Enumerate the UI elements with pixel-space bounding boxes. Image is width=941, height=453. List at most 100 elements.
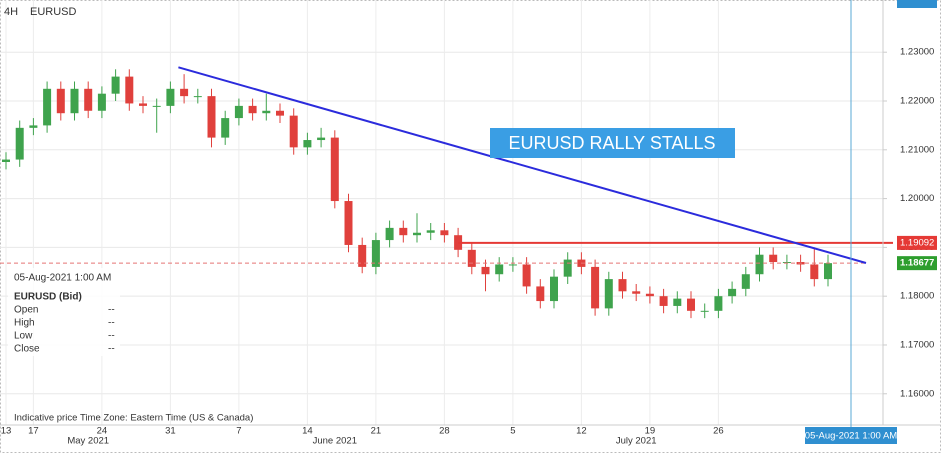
- info-instrument: EURUSD (Bid): [14, 292, 82, 303]
- candle-body: [344, 201, 353, 245]
- candle-body: [84, 88, 93, 111]
- candle-body: [550, 276, 558, 302]
- candle-body: [467, 249, 476, 267]
- month-label: July 2021: [616, 436, 657, 447]
- month-label: May 2021: [67, 436, 109, 447]
- last-price-label: 1.18677: [900, 258, 934, 269]
- candle-body: [481, 266, 490, 275]
- candle-body: [358, 244, 367, 267]
- candle-body: [152, 105, 161, 107]
- info-panel: [8, 268, 120, 356]
- last-price-box: [897, 256, 937, 271]
- candle-body: [248, 105, 257, 114]
- candle-body: [536, 286, 545, 302]
- timeframe: 4H: [4, 6, 18, 18]
- x-tick-label: 5: [510, 426, 515, 437]
- trendline: [178, 66, 867, 264]
- candle-body: [262, 110, 271, 114]
- candle-body: [673, 298, 682, 306]
- y-tick-label: 1.21000: [900, 144, 934, 155]
- info-value: --: [108, 318, 115, 329]
- x-tick-label: 24: [97, 426, 108, 437]
- x-tick-label: 28: [439, 426, 450, 437]
- candle-body: [111, 76, 120, 94]
- candle-body: [413, 232, 421, 236]
- y-tick-label: 1.22000: [900, 96, 934, 107]
- candle-body: [618, 279, 627, 292]
- footer-text: Time Zone: Eastern Time (US & Canada): [80, 413, 253, 424]
- candle-body: [207, 96, 216, 138]
- resistance-box: [897, 235, 937, 250]
- candle-body: [221, 118, 230, 138]
- candle-body: [289, 115, 298, 148]
- annotation-box: [490, 128, 735, 158]
- candle-body: [440, 230, 449, 236]
- candle-body: [810, 264, 819, 280]
- candle-body: [563, 259, 572, 277]
- candle-body: [755, 254, 764, 275]
- y-tick-label: 1.17000: [900, 339, 934, 350]
- candle-body: [659, 296, 668, 306]
- candle-body: [782, 262, 791, 264]
- info-field: Close: [14, 344, 40, 355]
- candle-body: [139, 103, 147, 106]
- x-tick-label: 14: [302, 426, 313, 437]
- candle-body: [728, 288, 737, 297]
- y-tick-label: 1.18000: [900, 291, 934, 302]
- x-tick-label: 31: [165, 426, 176, 437]
- candle-body: [426, 230, 435, 233]
- x-tick-label: 17: [28, 426, 39, 437]
- candle-body: [234, 105, 243, 119]
- candle-body: [385, 227, 394, 241]
- candle-body: [56, 88, 65, 114]
- info-field: Open: [14, 305, 38, 316]
- month-label: June 2021: [313, 436, 357, 447]
- candle-body: [591, 266, 600, 309]
- candle-body: [741, 274, 750, 289]
- candle-body: [29, 125, 38, 128]
- candle-body: [700, 310, 709, 312]
- y-tick-label: 1.23000: [900, 47, 934, 58]
- info-value: --: [108, 305, 115, 316]
- candle-body: [180, 88, 189, 97]
- candle-body: [97, 93, 106, 111]
- candle-body: [193, 96, 202, 98]
- info-value: --: [108, 331, 115, 342]
- crosshair-price-box: [897, 0, 937, 8]
- candle-body: [125, 76, 134, 104]
- candle-body: [632, 291, 641, 294]
- info-field: Low: [14, 331, 33, 342]
- crosshair-date-box: [805, 427, 897, 444]
- candle-body: [824, 263, 832, 280]
- candle-body: [70, 88, 79, 114]
- crosshair-label: 05-Aug-2021 1:00 AM: [805, 431, 898, 442]
- info-value: --: [108, 344, 115, 355]
- x-tick-label: 21: [371, 426, 382, 437]
- candle-body: [687, 298, 695, 311]
- candle-body: [508, 264, 517, 266]
- annotation: EURUSD RALLY STALLS: [508, 133, 715, 153]
- candle-body: [714, 296, 723, 311]
- candle-body: [43, 88, 52, 126]
- symbol: EURUSD: [30, 6, 77, 18]
- candle-body: [769, 254, 778, 263]
- x-tick-label: 7: [236, 426, 241, 437]
- candle-body: [495, 264, 504, 275]
- candle-body: [15, 127, 24, 160]
- candle-body: [317, 137, 326, 141]
- candle-body: [2, 159, 10, 162]
- candle-body: [303, 140, 312, 148]
- candle-body: [604, 279, 613, 309]
- y-tick-label: 1.16000: [900, 388, 934, 399]
- candle-body: [645, 293, 654, 297]
- y-tick-label: 1.20000: [900, 193, 934, 204]
- info-date: 05-Aug-2021 1:00 AM: [14, 273, 111, 284]
- x-tick-label: 13: [1, 426, 12, 437]
- candle-body: [166, 88, 175, 106]
- footer-text: Indicative price: [14, 413, 77, 424]
- candle-body: [522, 264, 531, 287]
- info-field: High: [14, 318, 35, 329]
